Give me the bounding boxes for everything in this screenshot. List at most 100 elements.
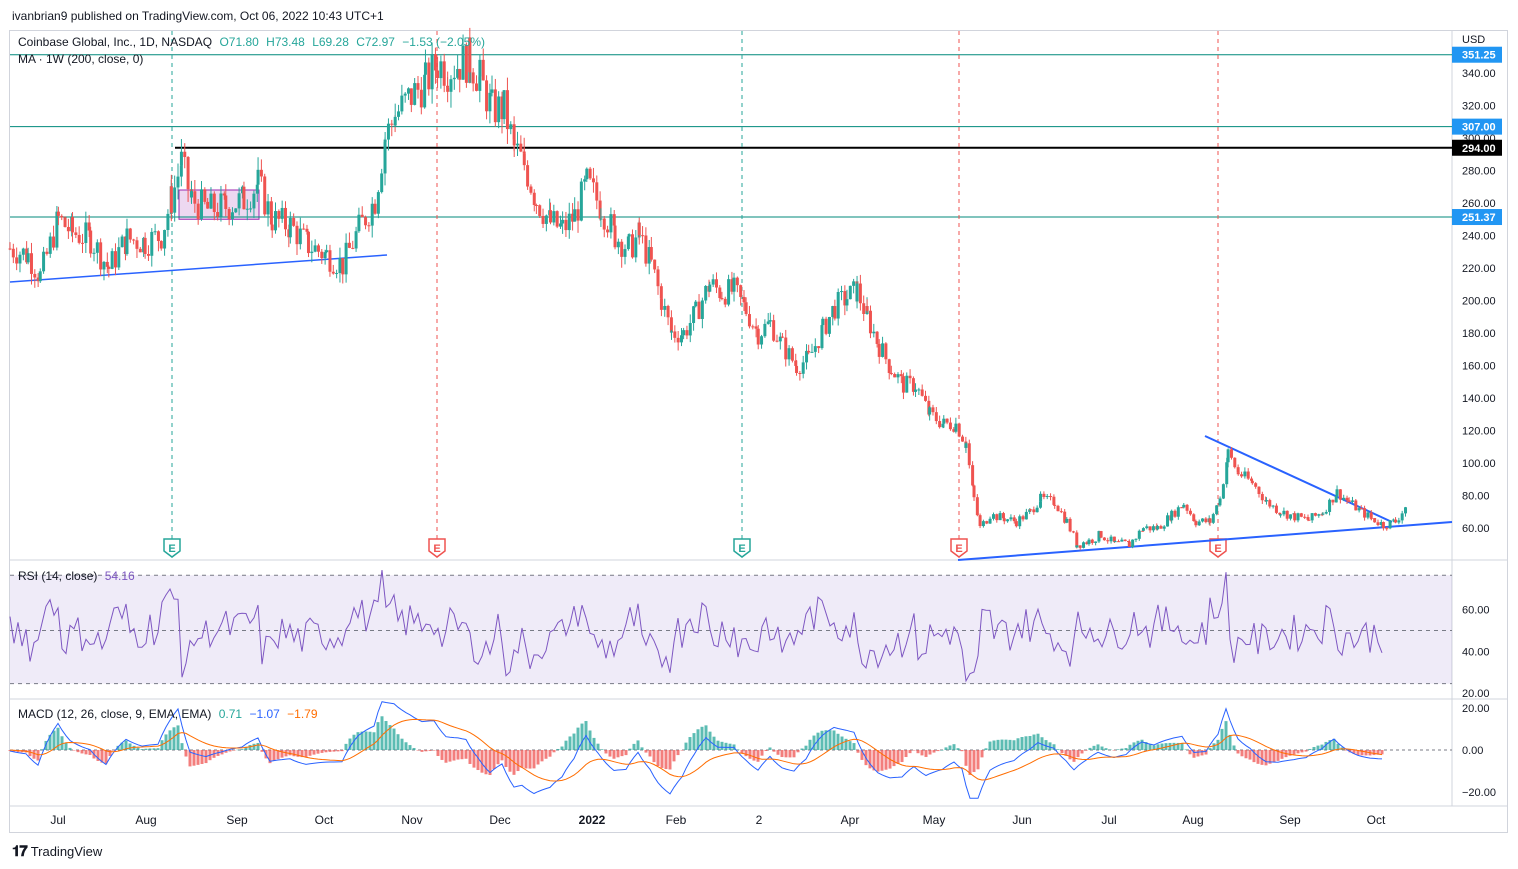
candle-body	[403, 93, 407, 96]
macd-histogram-bar	[1240, 750, 1244, 757]
candle-body	[659, 298, 663, 310]
candle-body	[637, 222, 641, 236]
candle-body	[292, 217, 296, 226]
macd-histogram-bar	[384, 721, 388, 750]
candle-body	[26, 253, 30, 263]
macd-histogram-bar	[884, 750, 888, 770]
candle-body	[620, 241, 624, 257]
tradingview-brand[interactable]: 𝟏𝟕 TradingView	[12, 843, 102, 860]
macd-histogram-bar	[1244, 750, 1248, 759]
candle-body	[1324, 511, 1328, 514]
price-tick-label: 280.00	[1462, 166, 1496, 178]
candle-body	[1345, 497, 1349, 501]
macd-histogram-bar	[64, 742, 68, 750]
macd-histogram-bar	[1172, 742, 1176, 750]
candle-body	[21, 248, 25, 255]
candle-body	[708, 284, 712, 292]
macd-histogram-bar	[1316, 745, 1320, 750]
candle-body	[1254, 483, 1258, 487]
candle-body	[120, 236, 124, 248]
candle-body	[704, 285, 708, 301]
ohlc-low: L69.28	[312, 35, 349, 49]
macd-histogram-bar	[496, 750, 500, 765]
macd-histogram-bar	[1024, 736, 1028, 750]
macd-histogram-bar	[1124, 748, 1128, 750]
candle-body	[1032, 509, 1036, 513]
candle-body	[768, 320, 772, 322]
macd-histogram-bar	[108, 750, 112, 757]
candle-body	[45, 251, 49, 254]
macd-histogram-bar	[1212, 743, 1216, 750]
candle-body	[817, 346, 821, 349]
candle-body	[807, 350, 811, 353]
macd-histogram-bar	[516, 750, 520, 772]
symbol-name: Coinbase Global, Inc., 1D, NASDAQ	[18, 35, 213, 49]
price-change: −1.53 (−2.05%)	[402, 35, 486, 49]
candle-body	[1075, 545, 1079, 548]
macd-histogram-bar	[600, 749, 604, 750]
macd-histogram-bar	[1080, 750, 1084, 754]
candle-body	[1049, 496, 1053, 498]
currency-label: USD	[1462, 34, 1485, 46]
candle-body	[256, 169, 260, 185]
candle-body	[105, 261, 109, 267]
candle-body	[397, 111, 401, 117]
macd-histogram-bar	[996, 739, 1000, 750]
level-label: 307.00	[1462, 122, 1496, 134]
macd-histogram-bar	[424, 750, 428, 752]
rsi-tick-label: 40.00	[1462, 646, 1490, 658]
macd-histogram-bar	[852, 743, 856, 750]
macd-histogram-bar	[428, 750, 432, 751]
macd-histogram-bar	[88, 750, 92, 755]
candle-body	[775, 340, 779, 342]
candle-body	[277, 211, 281, 219]
candle-body	[730, 279, 734, 292]
candle-body	[36, 277, 40, 282]
candle-body	[858, 283, 862, 304]
candle-body	[795, 365, 799, 373]
candle-body	[1117, 541, 1121, 543]
macd-histogram-bar	[792, 750, 796, 758]
macd-histogram-bar	[748, 750, 752, 759]
macd-histogram-bar	[684, 742, 688, 750]
price-tick-label: 140.00	[1462, 393, 1496, 405]
macd-histogram-bar	[1356, 750, 1360, 755]
candle-body	[166, 213, 170, 231]
candle-body	[390, 123, 394, 125]
candle-body	[288, 217, 292, 238]
candle-body	[1373, 517, 1377, 523]
candle-body	[347, 242, 351, 248]
candle-body	[588, 168, 592, 179]
candle-body	[975, 497, 979, 516]
macd-histogram-bar	[188, 750, 192, 767]
macd-histogram-bar	[1108, 749, 1112, 750]
candle-body	[790, 348, 794, 361]
macd-histogram-bar	[528, 750, 532, 769]
candle-body	[266, 201, 270, 215]
candle-body	[978, 515, 982, 527]
macd-histogram-bar	[504, 750, 508, 768]
candle-body	[383, 139, 387, 143]
candle-body	[766, 321, 770, 324]
candle-body	[249, 208, 253, 210]
macd-histogram-bar	[1100, 746, 1104, 750]
candle-body	[183, 151, 187, 158]
macd-histogram-bar	[588, 730, 592, 750]
candle-body	[634, 237, 638, 258]
candle-body	[29, 253, 33, 274]
candle-body	[754, 326, 758, 329]
candle-body	[1109, 536, 1113, 542]
candle-body	[416, 83, 420, 90]
candle-body	[516, 143, 520, 146]
macd-legend: MACD (12, 26, close, 9, EMA, EMA) 0.71 −…	[18, 707, 322, 721]
candle-body	[714, 279, 718, 288]
candle-body	[1313, 513, 1317, 516]
macd-histogram-bar	[968, 750, 972, 775]
candle-body	[1366, 512, 1370, 518]
macd-histogram-bar	[828, 730, 832, 750]
candle-body	[474, 83, 478, 91]
candle-body	[298, 228, 302, 245]
macd-label: MACD (12, 26, close, 9, EMA, EMA)	[18, 707, 212, 721]
candle-body	[598, 200, 602, 219]
